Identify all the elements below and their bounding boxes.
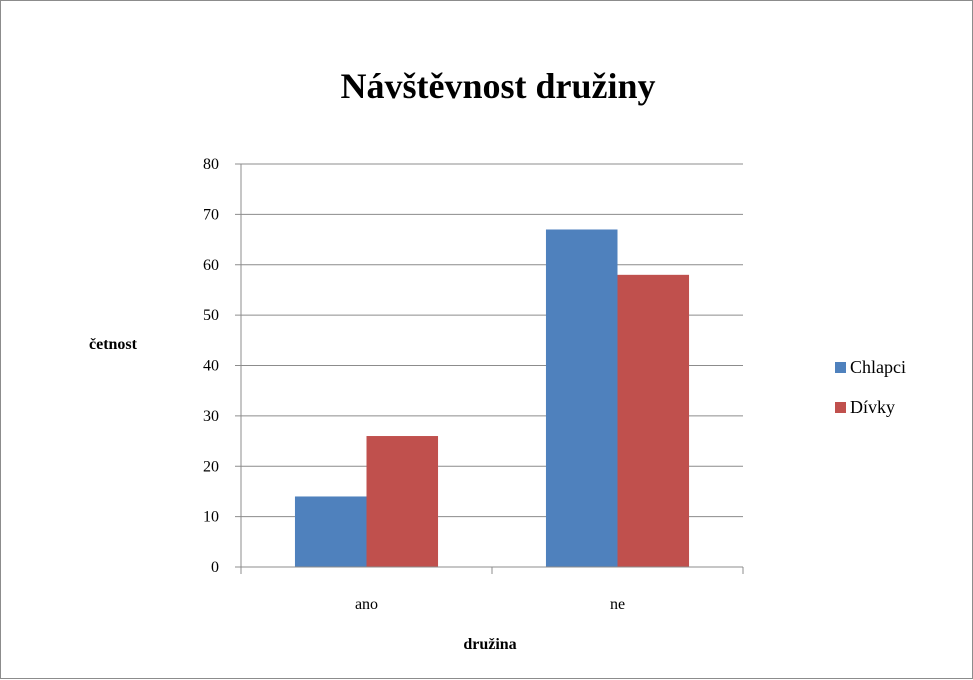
- x-tick-labels: ano ne: [355, 596, 625, 613]
- bar-chlapci-ne: [545, 229, 618, 568]
- chart-title: Návštěvnost družiny: [340, 66, 655, 106]
- y-tick-label: 40: [203, 358, 219, 375]
- x-axis-title: družina: [463, 636, 516, 653]
- y-tick-label: 60: [203, 257, 219, 274]
- y-tick-label: 20: [203, 458, 219, 475]
- y-tick-label: 10: [203, 509, 219, 526]
- y-tick-label: 50: [203, 307, 219, 324]
- y-axis-title: četnost: [89, 336, 138, 353]
- legend-label-chlapci: Chlapci: [850, 357, 906, 377]
- y-tick-label: 30: [203, 408, 219, 425]
- bar-dívky-ne: [617, 274, 690, 567]
- y-tick-labels: 0 10 20 30 40 50 60 70 80: [203, 156, 219, 576]
- bars: [294, 229, 690, 568]
- bar-dívky-ano: [366, 436, 439, 567]
- x-tick-label: ne: [610, 596, 625, 613]
- legend-label-dívky: Dívky: [850, 397, 895, 417]
- gridlines: [241, 163, 743, 518]
- legend-swatch-chlapci: [835, 362, 846, 373]
- y-tick-label: 0: [211, 559, 219, 576]
- legend-swatch-dívky: [835, 402, 846, 413]
- axes: [235, 163, 744, 574]
- y-tick-label: 70: [203, 206, 219, 223]
- x-tick-label: ano: [355, 596, 378, 613]
- y-tick-label: 80: [203, 156, 219, 173]
- bar-chlapci-ano: [294, 496, 367, 567]
- legend: Chlapci Dívky: [835, 357, 906, 417]
